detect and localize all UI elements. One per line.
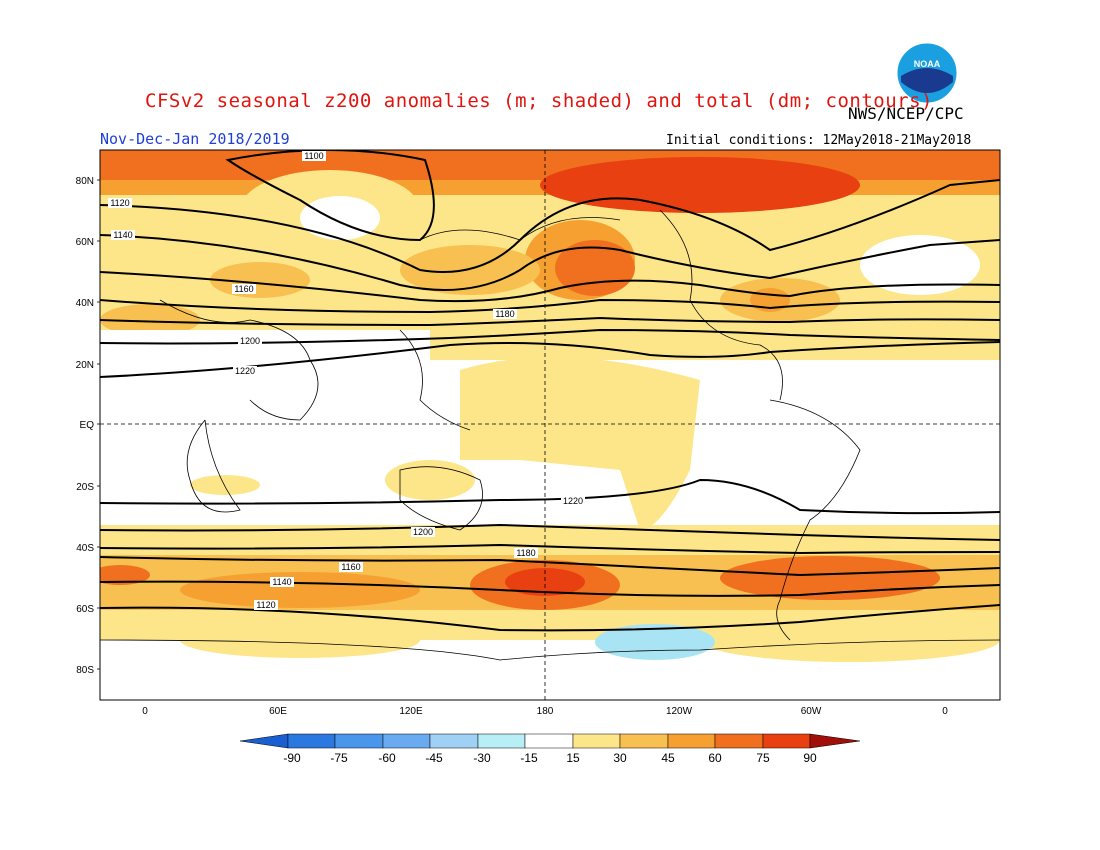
colorbar-label: 60	[708, 751, 722, 765]
contour-1160s	[100, 556, 1000, 577]
contour-label: 1220	[235, 366, 255, 376]
contour-label: 1200	[413, 527, 433, 537]
lon-label: 0	[942, 706, 948, 717]
colorbar-label: -30	[473, 751, 491, 765]
lat-label: 20N	[76, 360, 94, 371]
colorbar-label: -15	[520, 751, 538, 765]
logo-text: NOAA	[914, 59, 941, 69]
contour-1200s	[100, 523, 1000, 541]
lon-label: 120W	[666, 706, 693, 717]
colorbar-label: -45	[425, 751, 443, 765]
lat-label: 80S	[76, 665, 94, 676]
contour-1220s	[100, 478, 1000, 515]
contour-1120s	[100, 604, 1000, 632]
initial-conditions: Initial conditions: 12May2018-21May2018	[666, 133, 972, 148]
colorbar-label: 75	[756, 751, 770, 765]
lat-axis: 80N 60N 40N 20N EQ 20S 40S 60S 80S	[76, 176, 95, 676]
colorbar-label: 30	[613, 751, 627, 765]
contour-label: 1140	[113, 230, 132, 240]
contour-label: 1180	[495, 309, 514, 319]
colorbar-label: 45	[661, 751, 675, 765]
contour-lines	[100, 150, 1000, 632]
contour-labels: 1100 1120 1140 1160 1180 1200 1220 1220 …	[108, 151, 585, 610]
lat-label: 80N	[76, 176, 94, 187]
lat-label: EQ	[80, 420, 95, 431]
contour-label: 1100	[304, 151, 323, 161]
lat-label: 60N	[76, 237, 94, 248]
lon-label: 180	[537, 706, 554, 717]
lon-label: 60W	[801, 706, 822, 717]
contour-label: 1120	[110, 198, 129, 208]
lat-label: 20S	[76, 482, 94, 493]
contour-1160	[100, 271, 1000, 303]
lon-axis: 0 60E 120E 180 120W 60W 0	[142, 706, 948, 717]
contour-1200b	[100, 328, 1000, 345]
colorbar-label: -60	[378, 751, 396, 765]
colorbar	[239, 733, 861, 749]
lat-label: 60S	[76, 604, 94, 615]
contour-1180s	[100, 543, 1000, 555]
lat-ticks	[97, 179, 100, 670]
shading-layer	[100, 150, 1000, 700]
lat-label: 40N	[76, 298, 94, 309]
map-title: CFSv2 seasonal z200 anomalies (m; shaded…	[145, 90, 933, 112]
colorbar-labels: -90 -75 -60 -45 -30 -15 15 30 45 60 75 9…	[283, 751, 817, 765]
lat-label: 40S	[76, 543, 94, 554]
lon-label: 0	[142, 706, 148, 717]
forecast-period: Nov-Dec-Jan 2018/2019	[100, 130, 290, 148]
contour-1220	[100, 341, 1000, 378]
contour-label: 1160	[234, 284, 253, 294]
lon-label: 60E	[269, 706, 287, 717]
lon-label: 120E	[399, 706, 423, 717]
contour-1120	[100, 179, 1000, 273]
noaa-logo: NOAA	[896, 42, 958, 104]
contour-label: 1140	[272, 577, 291, 587]
contour-label: 1160	[341, 562, 360, 572]
colorbar-label: 15	[566, 751, 580, 765]
colorbar-label: -75	[330, 751, 348, 765]
contour-label: 1120	[256, 600, 275, 610]
contour-1140	[100, 234, 1000, 291]
agency-label: NWS/NCEP/CPC	[848, 104, 964, 123]
contour-label: 1220	[563, 496, 583, 506]
contour-1180	[100, 298, 1000, 314]
map-frame	[99, 149, 1001, 701]
contour-1200	[100, 316, 1000, 327]
contour-label: 1180	[516, 548, 535, 558]
colorbar-label: -90	[283, 751, 301, 765]
colorbar-label: 90	[803, 751, 817, 765]
contour-label: 1200	[240, 336, 260, 346]
